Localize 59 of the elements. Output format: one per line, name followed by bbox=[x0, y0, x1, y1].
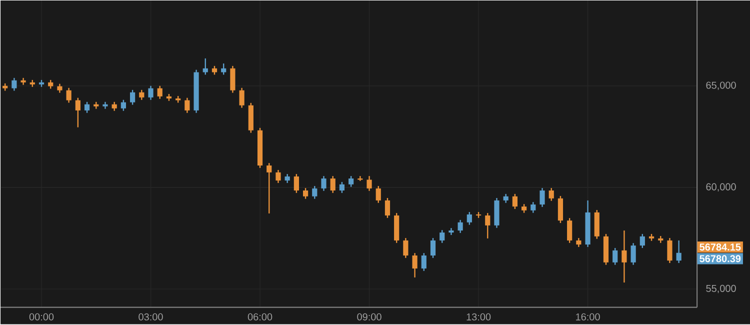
candlestick bbox=[540, 188, 545, 208]
candlestick bbox=[120, 99, 126, 112]
candlestick bbox=[84, 101, 90, 114]
candlestick bbox=[294, 173, 299, 194]
candlestick bbox=[148, 85, 154, 101]
x-tick-label: 06:00 bbox=[248, 313, 272, 320]
candlestick bbox=[384, 197, 390, 219]
x-tick-label: 00:00 bbox=[29, 313, 54, 320]
candlestick bbox=[184, 97, 190, 114]
candlestick bbox=[276, 169, 281, 184]
candlestick bbox=[640, 233, 645, 249]
x-tick-label: 09:00 bbox=[357, 313, 382, 320]
candlestick bbox=[330, 176, 336, 194]
candlestick bbox=[440, 230, 445, 244]
candlestick bbox=[612, 247, 618, 266]
candlestick bbox=[667, 237, 672, 264]
candlestick bbox=[466, 211, 472, 226]
candlestick bbox=[302, 188, 308, 200]
candlestick bbox=[558, 195, 564, 224]
candlestick bbox=[412, 252, 418, 278]
candlestick bbox=[421, 252, 426, 272]
candlestick bbox=[157, 85, 162, 100]
candlestick bbox=[622, 230, 627, 284]
candlestick bbox=[321, 176, 326, 192]
candlestick bbox=[458, 219, 463, 234]
candlestick bbox=[430, 237, 436, 259]
text: 56784.15 bbox=[700, 244, 741, 251]
candlestick bbox=[512, 193, 518, 210]
candlestick bbox=[266, 162, 272, 214]
candlestick bbox=[567, 218, 572, 244]
candlestick bbox=[630, 242, 636, 266]
candlestick bbox=[312, 185, 318, 200]
candlestick bbox=[448, 228, 454, 236]
candlestick bbox=[594, 209, 600, 240]
candlestick bbox=[75, 97, 80, 128]
candlestick bbox=[139, 89, 144, 101]
x-tick-label: 03:00 bbox=[138, 313, 163, 320]
candlestick bbox=[548, 188, 554, 202]
candlestick bbox=[348, 176, 354, 188]
y-tick-label: 60,000 bbox=[706, 183, 736, 192]
candlestick bbox=[20, 77, 26, 86]
y-tick-label: 65,000 bbox=[706, 82, 736, 90]
x-tick-label: 13:00 bbox=[466, 313, 491, 320]
candlestick bbox=[230, 65, 236, 94]
candlestick bbox=[339, 181, 345, 194]
candlestick bbox=[366, 176, 372, 192]
candlestick bbox=[102, 101, 108, 110]
candlestick bbox=[403, 237, 408, 259]
y-tick-label: 55,000 bbox=[706, 284, 736, 294]
candlestick bbox=[530, 202, 536, 214]
candlestick bbox=[239, 87, 244, 108]
candlestick bbox=[66, 87, 72, 104]
text: 56780.39 bbox=[700, 255, 741, 262]
candlestick bbox=[130, 89, 136, 106]
candlestick bbox=[485, 212, 490, 240]
candlestick bbox=[12, 77, 17, 92]
x-tick-label: 16:00 bbox=[576, 313, 600, 320]
candlestick bbox=[376, 185, 381, 204]
candlestick bbox=[676, 240, 682, 264]
